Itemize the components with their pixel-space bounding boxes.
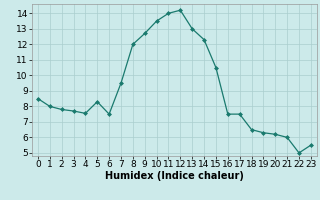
X-axis label: Humidex (Indice chaleur): Humidex (Indice chaleur) bbox=[105, 171, 244, 181]
